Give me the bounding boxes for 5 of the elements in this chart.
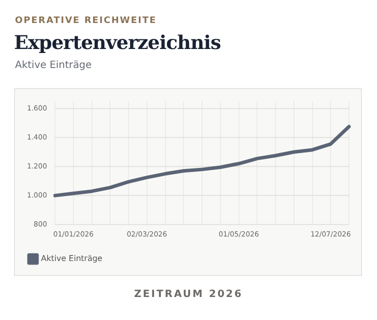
chart-subtitle: Aktive Einträge xyxy=(15,60,92,71)
text: OPERATIVE REICHWEITE xyxy=(15,16,157,26)
legend-label: Aktive Einträge xyxy=(41,254,102,264)
text: ZEITRAUM 2026 xyxy=(133,289,244,300)
chart-title: Expertenverzeichnis xyxy=(14,32,221,54)
